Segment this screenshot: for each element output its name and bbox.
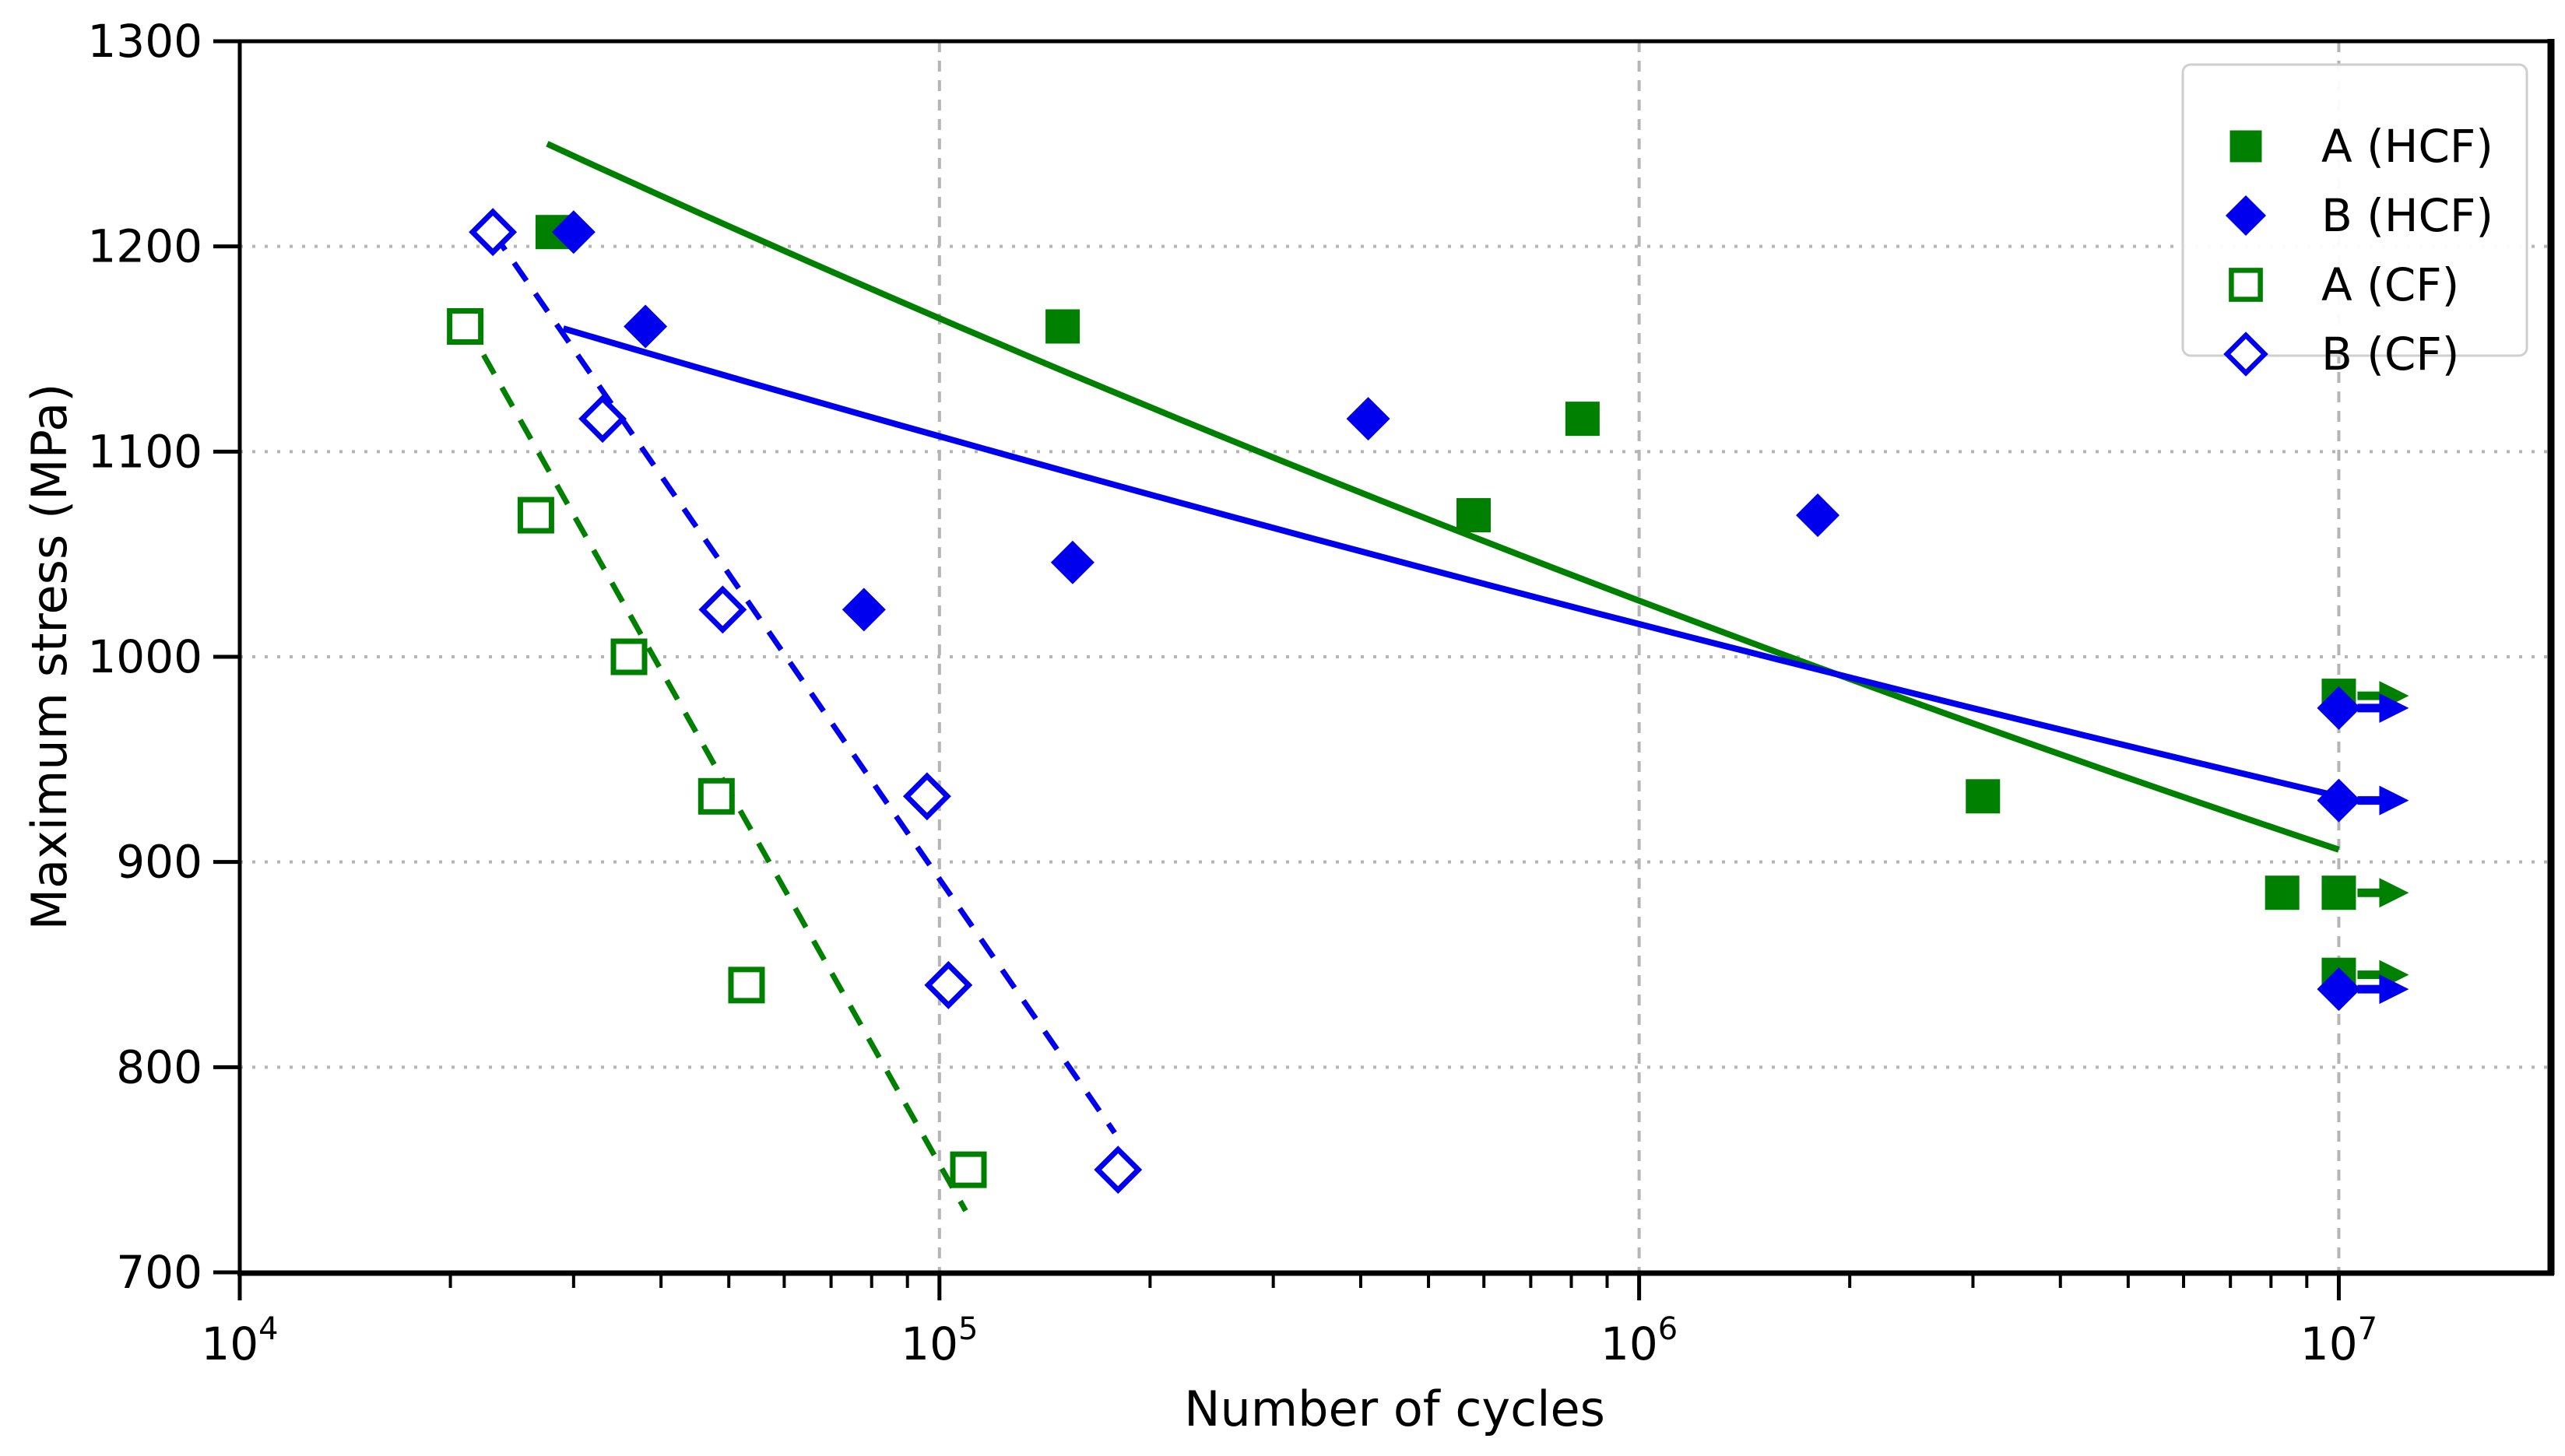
y-tick-label-1300: 1300 (87, 15, 202, 68)
point-a-cf-2 (610, 638, 648, 675)
point-b-hcf-5 (1796, 493, 1840, 538)
runout-a-hcf-1 (2321, 875, 2409, 910)
legend-label-a-cf: A (CF) (2321, 258, 2459, 311)
y-tick-label-800: 800 (116, 1040, 202, 1093)
legend-label-b-cf: B (CF) (2321, 328, 2459, 381)
point-a-cf-5 (950, 1151, 987, 1188)
point-b-cf-4 (924, 960, 973, 1009)
y-tick-label-1200: 1200 (87, 220, 202, 273)
legend-item-a-cf: A (CF) (2229, 258, 2459, 311)
point-a-hcf-3 (1565, 402, 1600, 437)
point-a-hcf-4 (1966, 779, 2001, 814)
runout-arrow-head-icon (2379, 693, 2409, 723)
point-a-hcf-5 (2265, 875, 2300, 910)
fit-line-b-cf (490, 230, 1117, 1135)
fit-line-a-hcf (546, 141, 2340, 853)
point-b-hcf-3 (1050, 540, 1095, 584)
legend-label-a-hcf: A (HCF) (2321, 120, 2493, 173)
point-a-cf-0 (447, 307, 484, 345)
point-b-hcf-0 (551, 210, 596, 254)
x-tick-label-1e7: 107 (2300, 1311, 2377, 1370)
legend-marker-diamond-solid-icon (2225, 195, 2267, 237)
legend-marker-square-solid-icon (2229, 130, 2262, 163)
legend-item-b-cf: B (CF) (2223, 328, 2459, 381)
runout-point-b-hcf-1 (2317, 778, 2361, 823)
legend-marker-square-open-icon (2229, 268, 2263, 302)
runout-arrow-head-icon (2379, 974, 2409, 1005)
x-tick-label-1e5: 105 (901, 1311, 978, 1370)
runout-b-hcf-2 (2317, 967, 2409, 1012)
runout-b-hcf-0 (2317, 686, 2409, 730)
point-a-cf-3 (697, 777, 735, 815)
y-tick-label-1000: 1000 (87, 630, 202, 683)
fit-line-a-cf (462, 321, 968, 1212)
y-tick-label-700: 700 (116, 1246, 202, 1299)
point-b-hcf-2 (842, 588, 886, 632)
legend-label-b-hcf: B (HCF) (2321, 189, 2493, 242)
point-b-cf-2 (698, 585, 747, 634)
point-a-cf-1 (517, 496, 554, 534)
legend-box (2181, 63, 2528, 357)
runout-arrow-head-icon (2379, 785, 2409, 816)
point-a-cf-4 (728, 967, 765, 1004)
legend-item-a-hcf: A (HCF) (2229, 120, 2493, 173)
runout-b-hcf-1 (2317, 778, 2409, 823)
legend-item-b-hcf: B (HCF) (2225, 189, 2493, 242)
fit-line-b-hcf (562, 325, 2340, 800)
point-b-cf-0 (469, 208, 518, 257)
legend: A (HCF) B (HCF) A (CF) B (CF) (2181, 63, 2528, 381)
y-axis-label: Maximum stress (MPa) (21, 384, 78, 931)
legend-marker-diamond-open-icon (2223, 332, 2268, 377)
runout-point-b-hcf-0 (2317, 686, 2361, 730)
point-b-hcf-4 (1346, 397, 1390, 441)
point-a-hcf-2 (1456, 498, 1491, 533)
y-tick-label-1100: 1100 (87, 425, 202, 478)
runout-point-a-hcf-1 (2321, 875, 2356, 910)
runout-point-b-hcf-2 (2317, 967, 2361, 1012)
x-axis-label: Number of cycles (1184, 1381, 1605, 1437)
x-tick-label-1e4: 104 (201, 1311, 278, 1370)
point-a-hcf-1 (1045, 309, 1080, 344)
point-b-cf-5 (1094, 1146, 1143, 1195)
y-tick-label-900: 900 (116, 836, 202, 889)
point-b-cf-1 (578, 395, 627, 444)
point-b-hcf-1 (624, 304, 668, 349)
point-b-cf-3 (902, 772, 951, 821)
x-tick-label-1e6: 106 (1600, 1311, 1678, 1370)
runout-arrow-head-icon (2379, 878, 2409, 908)
